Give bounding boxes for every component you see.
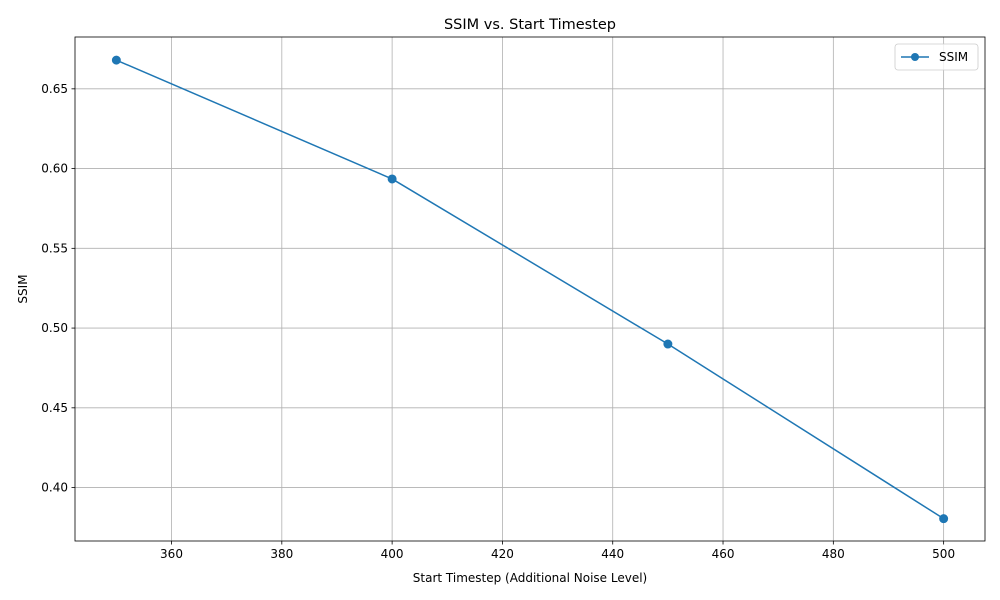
- legend-label: SSIM: [939, 50, 968, 64]
- y-tick-label: 0.60: [41, 162, 68, 176]
- data-point: [939, 514, 949, 524]
- y-axis: 0.40 0.45 0.50 0.55 0.60 0.65: [41, 82, 75, 495]
- x-tick-label: 400: [381, 547, 404, 561]
- legend-marker: [911, 53, 919, 61]
- y-tick-label: 0.40: [41, 481, 68, 495]
- data-point: [663, 339, 673, 349]
- x-tick-label: 420: [491, 547, 514, 561]
- x-tick-label: 360: [160, 547, 183, 561]
- y-tick-label: 0.65: [41, 82, 68, 96]
- x-axis: 360 380 400 420 440 460 480 500: [160, 541, 955, 561]
- x-tick-label: 380: [270, 547, 293, 561]
- grid: [75, 37, 985, 541]
- x-tick-label: 500: [932, 547, 955, 561]
- legend-box: [894, 43, 979, 71]
- x-tick-label: 480: [822, 547, 845, 561]
- chart-title: SSIM vs. Start Timestep: [444, 17, 616, 33]
- y-tick-label: 0.50: [41, 321, 68, 335]
- y-axis-title: SSIM: [16, 274, 30, 303]
- series-line: [116, 59, 945, 520]
- data-point: [387, 174, 397, 184]
- legend: SSIM: [894, 43, 979, 71]
- x-tick-label: 460: [712, 547, 735, 561]
- plot-frame: [74, 36, 986, 542]
- data-point: [111, 55, 121, 65]
- x-axis-title: Start Timestep (Additional Noise Level): [413, 571, 647, 585]
- y-tick-label: 0.45: [41, 401, 68, 415]
- x-tick-label: 440: [601, 547, 624, 561]
- series-layer: [111, 55, 949, 524]
- y-tick-label: 0.55: [41, 241, 68, 255]
